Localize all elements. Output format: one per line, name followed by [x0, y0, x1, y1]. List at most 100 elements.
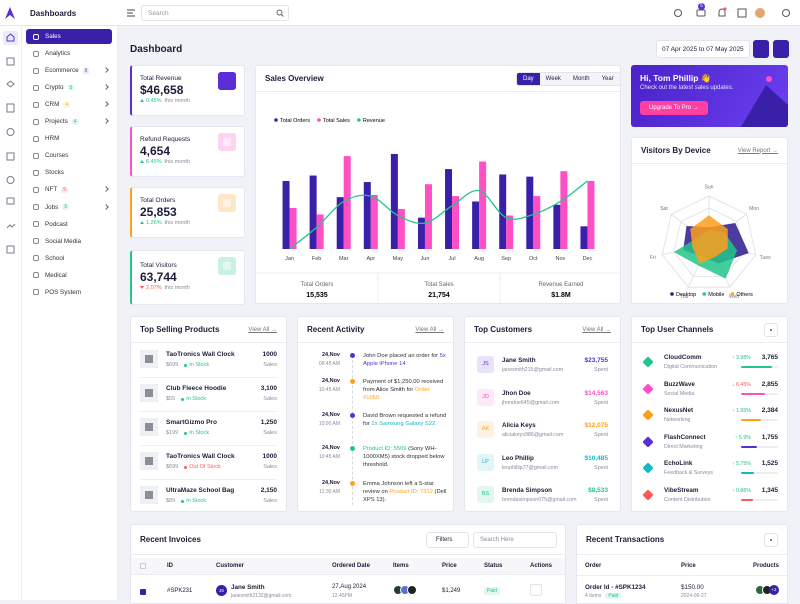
rail-icons[interactable] [0, 26, 22, 326]
activity-text-part: Product ID: 5509 [363, 446, 407, 452]
customer-name: Alicia Keys [502, 422, 536, 429]
nav-icon [33, 238, 39, 245]
nav-item[interactable]: Sales [26, 29, 112, 44]
row-divider [140, 411, 277, 412]
legend-marker [670, 292, 674, 296]
nav-item[interactable]: Stocks [26, 165, 112, 180]
row-actions[interactable] [530, 584, 542, 596]
nav-icon [33, 204, 39, 210]
nav-item[interactable]: POS System [26, 285, 112, 300]
decor [741, 85, 788, 127]
checkbox[interactable] [140, 563, 146, 569]
logo [5, 7, 15, 19]
table-head [131, 558, 565, 575]
channel-change: ↑ 5.9% [734, 434, 751, 441]
view-link[interactable]: View All → [415, 326, 444, 333]
activity-text-part: Payment of $1,250.00 received from [363, 379, 444, 393]
product-name: TaoTronics Wall Clock [166, 351, 235, 358]
view-link[interactable]: View All → [582, 326, 611, 333]
customer-amount: $8,533 [588, 487, 608, 494]
nav-item[interactable]: Jobs 5 [26, 200, 112, 215]
channel-change: ↑ 5.75% [731, 461, 751, 468]
nav-item[interactable]: Podcast [26, 217, 112, 232]
progress-track [741, 392, 778, 395]
more-button[interactable] [764, 532, 778, 547]
activity-text: David Brown requested a refund for 1x Sa… [363, 412, 447, 428]
nav-arrow [103, 101, 109, 108]
nav-item[interactable]: Social Media [26, 234, 112, 249]
recent-transactions-card: Recent Transactions Order Price Products Ord… [576, 524, 788, 604]
channel-name: EchoLink [664, 460, 693, 468]
legend-label: Total Sales [323, 118, 350, 124]
period-tabs: Day Week Month Year [516, 72, 620, 86]
card-title: Recent Invoices [140, 535, 201, 544]
summary-label: Total Sales [424, 282, 453, 288]
stat-value: $46,658 [140, 82, 184, 97]
nav-item[interactable]: Crypto 5 [26, 80, 112, 95]
customer-name: Brenda Simpson [502, 487, 553, 494]
customer-amount: $10,485 [584, 454, 609, 462]
nav-item[interactable]: Courses [26, 148, 112, 163]
nav-item[interactable]: Analytics [26, 46, 112, 61]
nav-item[interactable]: Projects 4 [26, 114, 112, 129]
nav-item[interactable]: School [26, 251, 112, 266]
more-button[interactable] [764, 322, 778, 337]
nav-item[interactable]: Medical [26, 268, 112, 283]
filter-button[interactable] [773, 40, 789, 58]
period-tab[interactable]: Day [517, 73, 540, 85]
progress-fill [741, 366, 773, 368]
nav-item[interactable]: NFT 5 [26, 182, 112, 197]
bar [560, 171, 568, 249]
promo-button[interactable]: Upgrade To Pro → [640, 101, 708, 115]
checkbox-checked[interactable] [140, 589, 146, 595]
date-range[interactable]: 07 Apr 2025 to 07 May 2025 [656, 40, 750, 58]
search-box[interactable]: Search [141, 5, 289, 21]
refresh-button[interactable] [753, 40, 769, 58]
nav-label: Medical [45, 271, 67, 279]
period-tab[interactable]: Month [572, 76, 590, 82]
bar [343, 156, 351, 249]
x-tick-label: Dec [583, 256, 593, 262]
channel-value: 2,384 [761, 407, 778, 415]
nav-item[interactable]: HRM [26, 131, 112, 146]
header-icons[interactable] [670, 5, 795, 21]
activity-dot [350, 353, 355, 358]
nav-label: CRM [45, 101, 60, 109]
x-tick-label: May [393, 256, 404, 262]
nav-label: Analytics [45, 50, 71, 58]
activity-time: 11:30 AM [319, 489, 340, 495]
filter-button[interactable]: Filters [426, 532, 469, 548]
nav-item[interactable]: CRM 4 [26, 97, 112, 112]
table-search[interactable]: Search Here [473, 532, 557, 548]
row-divider [140, 377, 277, 378]
activity-time: 09:45 AM [318, 361, 340, 367]
view-link[interactable]: View All → [248, 326, 277, 333]
change-suffix: this month [164, 158, 190, 165]
bar [309, 175, 317, 249]
period-tab[interactable]: Year [601, 76, 614, 82]
channel-category: Networking [664, 417, 691, 424]
view-link[interactable]: View Report → [737, 147, 778, 154]
top-selling-card: Top Selling Products View All → TaoTronics… [130, 316, 287, 512]
nav-icon [33, 101, 39, 108]
nav-label: Social Media [45, 237, 82, 245]
menu-toggle[interactable] [127, 9, 135, 17]
activity-text-part: (Dell XPS 13). [363, 489, 447, 503]
stock-dot [184, 431, 188, 435]
nav-label: Crypto [45, 84, 64, 92]
change-suffix: this month [164, 284, 190, 291]
timeline-line [352, 355, 353, 505]
channel-row: VibeStream Content Distribution ↑ 0.86% 1,3… [642, 486, 778, 506]
cart-badge: 5 [698, 3, 705, 10]
activity-dot [350, 413, 355, 418]
change-arrow [140, 221, 144, 224]
stock-dot [181, 499, 185, 503]
nav-item[interactable]: Ecommerce 8 [26, 63, 112, 78]
product-qty: 1000 [262, 453, 277, 460]
column-header: Price [681, 563, 696, 569]
customer-amount-label: Spent [594, 399, 608, 406]
x-tick-label: Jul [449, 256, 456, 262]
product-image [140, 418, 158, 436]
product-unit: Sales [263, 396, 277, 402]
period-tab[interactable]: Week [545, 76, 561, 82]
